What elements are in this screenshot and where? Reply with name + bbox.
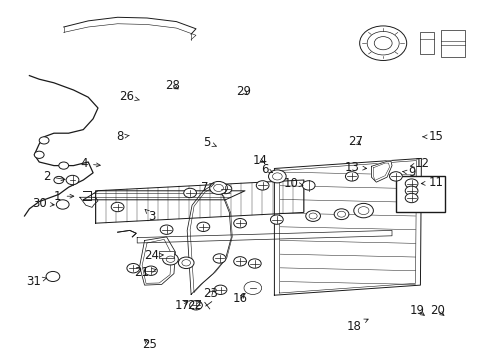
Text: 25: 25 (142, 338, 157, 351)
Circle shape (367, 31, 399, 55)
Circle shape (127, 264, 140, 273)
Bar (420, 32, 434, 54)
Text: 31: 31 (26, 275, 47, 288)
Text: 27: 27 (348, 135, 363, 148)
Circle shape (234, 219, 246, 228)
Circle shape (190, 301, 202, 310)
Circle shape (145, 266, 157, 275)
Circle shape (234, 257, 246, 266)
Bar (159, 251, 174, 258)
Circle shape (197, 222, 210, 231)
Circle shape (214, 285, 227, 294)
Text: 6: 6 (261, 163, 272, 176)
Text: 10: 10 (284, 177, 303, 190)
Text: 22: 22 (188, 299, 202, 312)
Text: 14: 14 (252, 154, 267, 167)
Circle shape (59, 162, 69, 169)
Text: 19: 19 (410, 304, 425, 317)
Circle shape (66, 175, 79, 185)
Text: 29: 29 (237, 85, 251, 98)
Circle shape (269, 170, 286, 183)
Text: 3: 3 (145, 210, 156, 222)
Text: 1: 1 (54, 190, 74, 203)
Circle shape (56, 200, 69, 209)
Text: 23: 23 (203, 287, 218, 300)
Polygon shape (96, 180, 304, 223)
Text: 18: 18 (346, 319, 368, 333)
Circle shape (345, 172, 358, 181)
Circle shape (34, 151, 44, 158)
Circle shape (163, 253, 178, 265)
Bar (396, 176, 445, 212)
Polygon shape (187, 184, 231, 294)
Bar (441, 30, 465, 57)
Text: 20: 20 (430, 304, 444, 317)
Circle shape (54, 176, 64, 184)
Circle shape (302, 181, 315, 190)
Circle shape (390, 172, 402, 181)
Text: 16: 16 (233, 292, 247, 305)
Circle shape (334, 209, 349, 220)
Circle shape (248, 259, 261, 268)
Circle shape (306, 211, 320, 221)
Text: 12: 12 (411, 157, 430, 170)
Circle shape (360, 26, 407, 60)
Text: 13: 13 (344, 161, 367, 174)
Circle shape (244, 282, 262, 294)
Text: 9: 9 (402, 166, 416, 179)
Polygon shape (274, 158, 421, 295)
Circle shape (354, 203, 373, 218)
Polygon shape (118, 230, 136, 237)
Circle shape (213, 254, 226, 263)
Circle shape (178, 257, 194, 269)
Circle shape (405, 179, 418, 188)
Circle shape (405, 193, 418, 203)
Circle shape (405, 186, 418, 195)
Circle shape (111, 202, 124, 212)
Circle shape (219, 184, 232, 194)
Text: 15: 15 (423, 130, 443, 143)
Polygon shape (140, 237, 175, 285)
Circle shape (46, 271, 60, 282)
Polygon shape (83, 191, 245, 200)
Text: 24: 24 (145, 249, 163, 262)
Text: 28: 28 (165, 79, 180, 92)
Polygon shape (137, 230, 392, 243)
Text: 8: 8 (116, 130, 129, 143)
Circle shape (256, 181, 269, 190)
Text: 7: 7 (201, 181, 214, 194)
Circle shape (210, 181, 227, 194)
Text: 4: 4 (80, 157, 100, 170)
Circle shape (184, 188, 196, 198)
Circle shape (160, 225, 173, 234)
Text: 11: 11 (421, 176, 443, 189)
Polygon shape (371, 161, 392, 182)
Text: 21: 21 (135, 266, 156, 279)
Text: 30: 30 (32, 197, 54, 210)
Text: 2: 2 (43, 170, 65, 183)
Text: 17: 17 (175, 299, 190, 312)
Text: 26: 26 (119, 90, 139, 103)
Circle shape (270, 215, 283, 224)
Text: 5: 5 (203, 136, 216, 149)
Circle shape (39, 137, 49, 144)
